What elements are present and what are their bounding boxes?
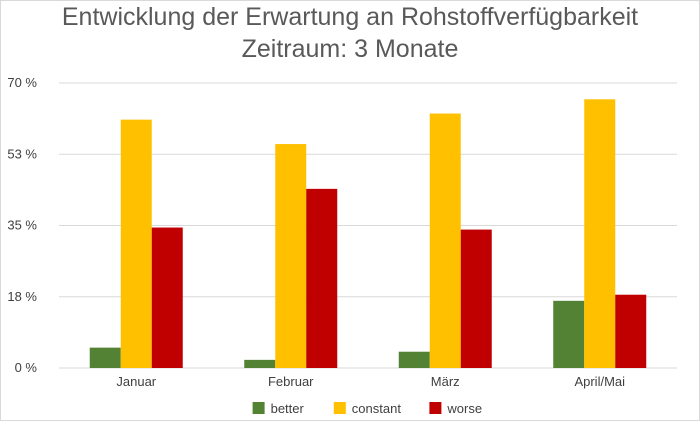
- y-tick-label: 0 %: [15, 360, 38, 375]
- legend-label: constant: [352, 401, 402, 416]
- bar-constant-0: [120, 119, 152, 369]
- bar-constant-1: [275, 144, 307, 368]
- legend: better constant worse: [252, 401, 482, 416]
- bar-constant-3: [584, 99, 616, 369]
- bar-better-3: [553, 300, 585, 368]
- x-tick-label: März: [431, 374, 460, 389]
- bars: [89, 99, 647, 369]
- y-tick-label: 18 %: [7, 289, 37, 304]
- bar-worse-3: [615, 294, 647, 368]
- bar-constant-2: [429, 113, 461, 369]
- x-tick-label: Februar: [268, 374, 314, 389]
- x-tick-label: Januar: [116, 374, 156, 389]
- x-tick-label: April/Mai: [574, 374, 625, 389]
- x-axis: Januar Februar März April/Mai: [116, 374, 625, 389]
- bar-worse-1: [306, 188, 338, 368]
- legend-swatch-better: [252, 402, 265, 414]
- bar-better-0: [89, 347, 121, 368]
- legend-label: better: [271, 401, 305, 416]
- bar-worse-2: [460, 229, 492, 368]
- bar-worse-0: [151, 227, 183, 368]
- legend-swatch-worse: [429, 402, 442, 414]
- y-tick-label: 53 %: [7, 146, 37, 161]
- legend-label: worse: [446, 401, 482, 416]
- chart-title-line1: Entwicklung der Erwartung an Rohstoffver…: [62, 3, 638, 31]
- bar-better-1: [244, 359, 276, 368]
- bar-better-2: [398, 351, 430, 368]
- chart-title-line2: Zeitraum: 3 Monate: [242, 35, 459, 63]
- legend-swatch-constant: [333, 402, 346, 414]
- y-tick-label: 70 %: [7, 75, 37, 90]
- y-tick-label: 35 %: [7, 218, 37, 233]
- y-axis: 0 % 18 % 35 % 53 % 70 %: [7, 75, 37, 375]
